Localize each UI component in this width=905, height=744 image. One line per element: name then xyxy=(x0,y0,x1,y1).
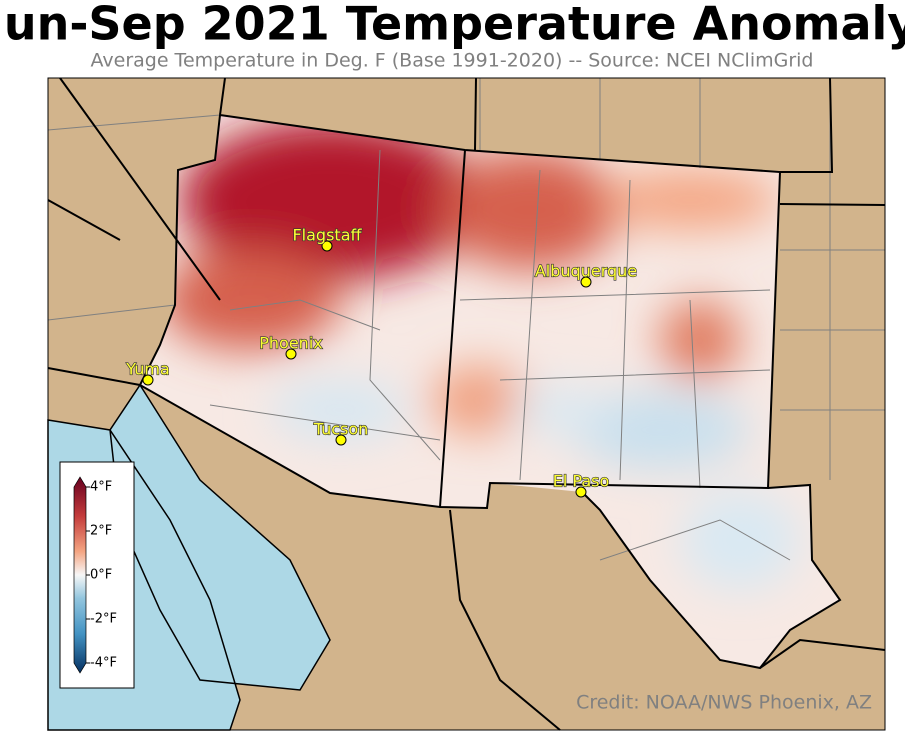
title: Jun-Sep 2021 Temperature Anomaly xyxy=(0,0,905,51)
colorbar-tick-label: 4°F xyxy=(90,480,112,495)
colorbar-tick-label: 0°F xyxy=(90,568,112,583)
city-marker xyxy=(575,486,587,498)
city-marker xyxy=(580,276,592,288)
colorbar-tick-label: -2°F xyxy=(90,612,117,627)
subtitle: Average Temperature in Deg. F (Base 1991… xyxy=(91,50,814,72)
city-label: Yuma xyxy=(125,360,169,379)
city-marker xyxy=(285,348,297,360)
city-label: Tucson xyxy=(313,420,369,439)
city-marker xyxy=(321,240,333,252)
city-label: Flagstaff xyxy=(292,226,362,245)
city-label: Albuquerque xyxy=(535,262,637,281)
colorbar-tick-label: 2°F xyxy=(90,524,112,539)
colorbar-tick-label: -4°F xyxy=(90,656,117,671)
map xyxy=(47,77,886,731)
city-label: El Paso xyxy=(553,472,610,491)
colorbar: 4°F 2°F 0°F -2°F -4°F xyxy=(59,461,135,689)
city-marker xyxy=(335,434,347,446)
cities: Flagstaff Albuquerque Phoenix Yuma Tucson El … xyxy=(125,225,638,498)
city-marker xyxy=(142,374,154,386)
city-label: Phoenix xyxy=(259,334,322,353)
credit: Credit: NOAA/NWS Phoenix, AZ xyxy=(576,692,872,714)
